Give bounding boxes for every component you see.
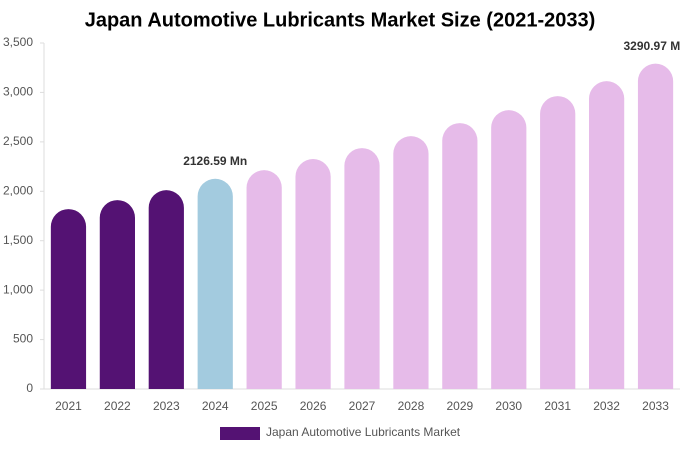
x-tick-label: 2031 [544, 399, 571, 413]
x-tick-label: 2029 [446, 399, 473, 413]
x-tick-label: 2027 [349, 399, 376, 413]
y-tick-label: 500 [13, 332, 33, 346]
x-tick-label: 2023 [153, 399, 180, 413]
bar [344, 148, 380, 389]
x-tick-label: 2030 [495, 399, 522, 413]
y-tick-label: 1,000 [3, 282, 33, 296]
bar [246, 170, 282, 389]
legend-label: Japan Automotive Lubricants Market [266, 425, 461, 439]
bar [540, 96, 576, 389]
value-label: 3290.97 Mn [624, 39, 680, 53]
bar [148, 190, 184, 389]
x-tick-label: 2033 [642, 399, 669, 413]
x-tick-label: 2026 [300, 399, 327, 413]
bar [589, 81, 625, 390]
bar [50, 209, 87, 389]
x-tick-label: 2025 [251, 399, 278, 413]
y-tick-label: 0 [26, 381, 33, 395]
y-tick-label: 3,500 [3, 35, 33, 49]
bar [295, 159, 331, 389]
y-tick-label: 1,500 [3, 233, 33, 247]
y-tick-label: 2,000 [3, 183, 33, 197]
bar [442, 123, 478, 390]
x-tick-label: 2028 [398, 399, 425, 413]
x-tick-label: 2024 [202, 399, 229, 413]
bar [197, 178, 233, 389]
legend-swatch [220, 427, 260, 440]
value-label: 2126.59 Mn [183, 154, 247, 168]
chart-title: Japan Automotive Lubricants Market Size … [85, 9, 596, 31]
y-tick-label: 2,500 [3, 134, 33, 148]
x-tick-label: 2022 [104, 399, 131, 413]
x-tick-label: 2021 [55, 399, 82, 413]
bar [491, 110, 527, 390]
bar [393, 136, 429, 389]
x-tick-label: 2032 [593, 399, 620, 413]
y-tick-label: 3,000 [3, 85, 33, 99]
bar [637, 63, 674, 389]
bar [99, 200, 135, 389]
